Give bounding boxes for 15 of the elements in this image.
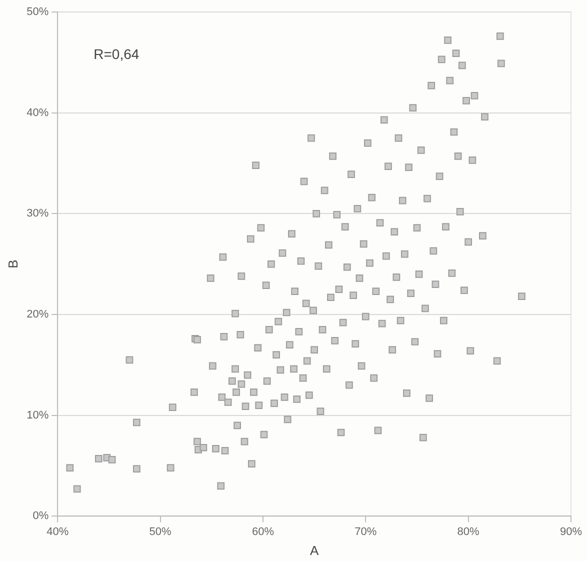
- y-tick-label: 0%: [32, 510, 49, 522]
- x-tick-label: 60%: [252, 526, 274, 538]
- y-axis-title: B: [5, 260, 20, 268]
- y-tick-label: 40%: [26, 106, 49, 119]
- y-tick-label: 30%: [26, 208, 49, 220]
- y-tick-label: 50%: [26, 6, 49, 18]
- x-tick-label: 50%: [149, 526, 172, 538]
- annotation: R=0,64: [94, 46, 140, 62]
- x-tick-label: 90%: [560, 526, 582, 538]
- x-axis-title: A: [310, 542, 319, 558]
- x-tick-label: 80%: [457, 526, 480, 538]
- y-tick-label: 10%: [26, 409, 49, 422]
- y-tick-label: 20%: [26, 308, 49, 321]
- x-tick-label: 70%: [354, 526, 377, 538]
- x-tick-label: 40%: [46, 526, 69, 538]
